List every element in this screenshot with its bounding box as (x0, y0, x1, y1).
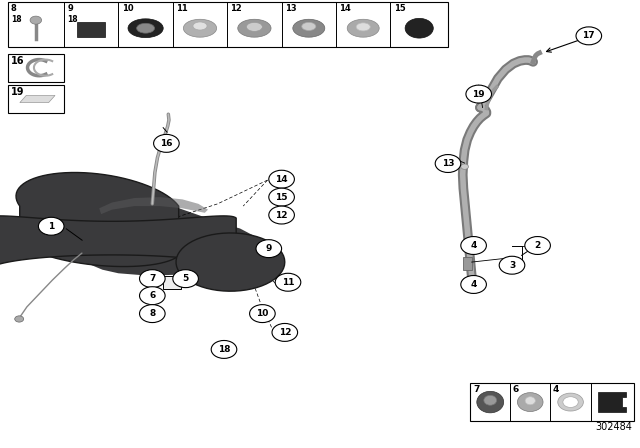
Circle shape (461, 276, 486, 293)
FancyBboxPatch shape (8, 85, 64, 113)
Ellipse shape (246, 22, 262, 31)
Text: 12: 12 (278, 328, 291, 337)
Text: 11: 11 (282, 278, 294, 287)
Polygon shape (16, 172, 182, 267)
Text: 7: 7 (149, 274, 156, 283)
Ellipse shape (563, 397, 578, 408)
Circle shape (256, 240, 282, 258)
Circle shape (269, 188, 294, 206)
Text: 12: 12 (230, 4, 242, 13)
Text: 19: 19 (11, 87, 24, 97)
Text: 7: 7 (473, 385, 479, 394)
Circle shape (525, 237, 550, 254)
Ellipse shape (302, 22, 316, 30)
Circle shape (250, 305, 275, 323)
Text: 13: 13 (285, 4, 296, 13)
Ellipse shape (347, 19, 379, 37)
FancyBboxPatch shape (470, 383, 634, 421)
Circle shape (466, 85, 492, 103)
Ellipse shape (518, 392, 543, 411)
FancyBboxPatch shape (77, 22, 105, 37)
Circle shape (140, 287, 165, 305)
Ellipse shape (558, 393, 583, 411)
Circle shape (461, 237, 486, 254)
Polygon shape (20, 95, 55, 103)
Text: 13: 13 (442, 159, 454, 168)
Polygon shape (99, 197, 208, 214)
Polygon shape (0, 216, 236, 269)
Ellipse shape (238, 19, 271, 37)
Text: 4: 4 (470, 280, 477, 289)
Text: 11: 11 (176, 4, 188, 13)
Text: 9: 9 (266, 244, 272, 253)
Text: 1: 1 (48, 222, 54, 231)
Text: 6: 6 (149, 291, 156, 300)
FancyBboxPatch shape (8, 2, 448, 47)
Circle shape (154, 134, 179, 152)
Circle shape (499, 256, 525, 274)
Circle shape (211, 340, 237, 358)
Circle shape (405, 18, 433, 38)
Text: 15: 15 (394, 4, 405, 13)
Text: 10: 10 (122, 4, 133, 13)
Ellipse shape (193, 22, 207, 30)
Text: 18: 18 (218, 345, 230, 354)
Text: 2: 2 (534, 241, 541, 250)
Ellipse shape (184, 19, 216, 37)
Polygon shape (176, 233, 285, 291)
Ellipse shape (462, 240, 472, 251)
Text: 18: 18 (11, 15, 22, 24)
Text: 15: 15 (275, 193, 288, 202)
Text: 8: 8 (11, 4, 17, 13)
Ellipse shape (128, 19, 163, 38)
Polygon shape (80, 202, 275, 275)
Circle shape (140, 305, 165, 323)
Circle shape (275, 273, 301, 291)
Text: 9: 9 (67, 4, 73, 13)
Text: 12: 12 (275, 211, 288, 220)
Text: 4: 4 (470, 241, 477, 250)
Polygon shape (598, 392, 626, 412)
Text: 8: 8 (149, 309, 156, 318)
Ellipse shape (525, 397, 535, 405)
Text: 4: 4 (553, 385, 559, 394)
Circle shape (38, 217, 64, 235)
Ellipse shape (484, 396, 497, 405)
Text: 5: 5 (182, 274, 189, 283)
Ellipse shape (356, 23, 370, 31)
Text: 14: 14 (339, 4, 351, 13)
Ellipse shape (462, 278, 472, 289)
Circle shape (269, 206, 294, 224)
Circle shape (173, 270, 198, 288)
Text: 3: 3 (509, 261, 515, 270)
Text: 14: 14 (275, 175, 288, 184)
FancyBboxPatch shape (463, 257, 472, 270)
Text: 6: 6 (513, 385, 519, 394)
Circle shape (272, 323, 298, 341)
Circle shape (461, 164, 468, 169)
Circle shape (15, 316, 24, 322)
Text: 18: 18 (67, 15, 78, 24)
FancyBboxPatch shape (8, 54, 64, 82)
Circle shape (435, 155, 461, 172)
Circle shape (576, 27, 602, 45)
Ellipse shape (137, 23, 155, 33)
Text: 10: 10 (256, 309, 269, 318)
FancyBboxPatch shape (163, 276, 181, 289)
Circle shape (140, 270, 165, 288)
Text: 16: 16 (11, 56, 24, 65)
Text: 302484: 302484 (595, 422, 632, 432)
Text: 19: 19 (472, 90, 485, 99)
Ellipse shape (293, 19, 325, 37)
Text: 16: 16 (160, 139, 173, 148)
Circle shape (30, 16, 42, 24)
Circle shape (269, 170, 294, 188)
Ellipse shape (477, 392, 504, 413)
Text: 17: 17 (582, 31, 595, 40)
